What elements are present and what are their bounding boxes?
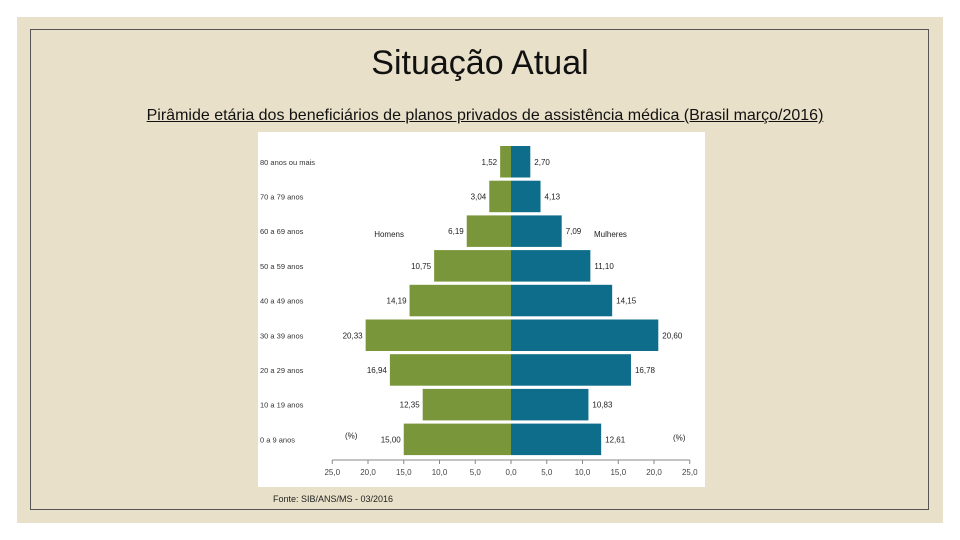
data-label-homens: 1,52	[482, 158, 498, 167]
data-label-mulheres: 2,70	[534, 158, 550, 167]
data-label-mulheres: 11,10	[594, 262, 614, 271]
series-label-mulheres: Mulheres	[594, 230, 627, 239]
bar-homens	[409, 284, 511, 317]
bar-mulheres	[511, 146, 531, 178]
category-label: 70 a 79 anos	[260, 192, 304, 201]
data-label-mulheres: 7,09	[566, 227, 582, 236]
bar-homens	[365, 319, 511, 351]
data-label-mulheres: 4,13	[545, 192, 561, 201]
category-label: 80 anos ou mais	[260, 158, 315, 167]
bar-mulheres	[511, 319, 659, 351]
x-tick-label: 15,0	[396, 468, 412, 477]
slide-title: Situação Atual	[371, 44, 589, 82]
age-pyramid-chart: 25,0 20,0 15,0 10,0 5,0 0,0 5,0 10,0 15,0 20,0 25,…	[260, 146, 698, 477]
category-label: 50 a 59 anos	[260, 262, 304, 271]
data-label-mulheres: 12,61	[605, 435, 626, 444]
x-tick-label: 10,0	[575, 468, 591, 477]
bar-mulheres	[511, 388, 589, 421]
data-label-homens: 16,94	[367, 366, 388, 375]
data-label-homens: 20,33	[343, 331, 364, 340]
bar-mulheres	[511, 423, 602, 456]
x-tick-label: 10,0	[432, 468, 448, 477]
data-label-homens: 15,00	[381, 435, 402, 444]
x-tick-label: 25,0	[682, 468, 698, 477]
category-label: 0 a 9 anos	[260, 435, 295, 444]
bar-mulheres	[511, 215, 562, 247]
data-label-homens: 12,35	[400, 401, 421, 410]
data-label-mulheres: 20,60	[662, 331, 683, 340]
bar-homens	[489, 180, 511, 213]
bar-mulheres	[511, 180, 541, 213]
bar-homens	[500, 146, 511, 178]
category-label: 30 a 39 anos	[260, 331, 304, 340]
bar-mulheres	[511, 284, 613, 317]
category-label: 20 a 29 anos	[260, 366, 304, 375]
unit-label-left: (%)	[345, 431, 358, 440]
series-label-homens: Homens	[374, 230, 404, 239]
category-label: 10 a 19 anos	[260, 401, 304, 410]
data-label-mulheres: 14,15	[616, 297, 637, 306]
category-label: 60 a 69 anos	[260, 227, 304, 236]
bar-mulheres	[511, 250, 591, 282]
data-label-mulheres: 16,78	[635, 366, 656, 375]
data-label-homens: 14,19	[387, 297, 408, 306]
data-label-homens: 10,75	[411, 262, 432, 271]
x-tick-label: 5,0	[470, 468, 482, 477]
source-note: Fonte: SIB/ANS/MS - 03/2016	[273, 494, 394, 504]
bar-homens	[434, 250, 511, 282]
data-label-mulheres: 10,83	[592, 401, 613, 410]
bar-homens	[389, 354, 511, 386]
data-label-homens: 3,04	[471, 192, 487, 201]
category-label: 40 a 49 anos	[260, 297, 304, 306]
bar-homens	[403, 423, 511, 456]
unit-label-right: (%)	[673, 433, 686, 442]
chart-subtitle: Pirâmide etária dos beneficiários de pla…	[146, 107, 824, 124]
x-tick-label: 0,0	[505, 468, 517, 477]
bar-homens	[422, 388, 511, 421]
x-tick-label: 20,0	[360, 468, 376, 477]
x-tick-label: 5,0	[541, 468, 553, 477]
bar-mulheres	[511, 354, 631, 386]
chart-panel: 25,0 20,0 15,0 10,0 5,0 0,0 5,0 10,0 15,0 20,0 25,…	[258, 132, 705, 487]
x-tick-label: 25,0	[324, 468, 340, 477]
x-tick-label: 20,0	[646, 468, 662, 477]
x-tick-label: 15,0	[610, 468, 626, 477]
bar-homens	[466, 215, 511, 247]
data-label-homens: 6,19	[448, 227, 464, 236]
